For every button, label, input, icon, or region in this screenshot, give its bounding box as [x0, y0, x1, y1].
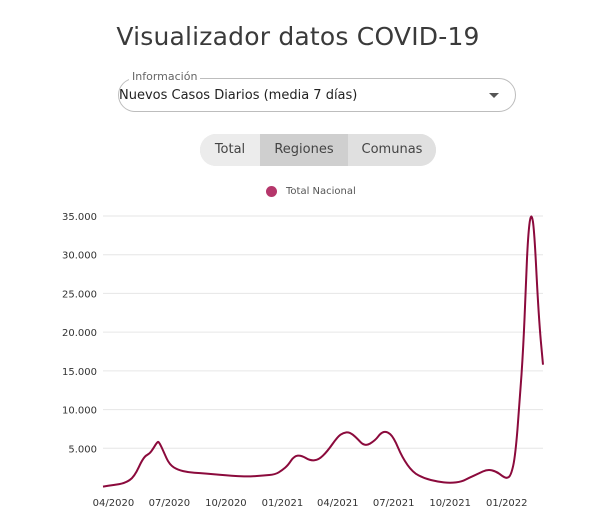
y-tick-label: 15.000 — [62, 367, 97, 378]
y-tick-label: 10.000 — [62, 406, 97, 417]
tab-comunas[interactable]: Comunas — [348, 134, 436, 166]
legend-dot-icon — [266, 186, 277, 197]
x-tick-label: 01/2021 — [262, 498, 304, 509]
y-tick-label: 35.000 — [62, 212, 97, 223]
cases-line-chart: 5.000 10.000 15.000 20.000 25.000 30.000 35.00… — [62, 212, 544, 509]
chart-legend[interactable]: Total Nacional — [266, 186, 356, 197]
x-tick-label: 04/2021 — [317, 498, 359, 509]
tab-total[interactable]: Total — [200, 134, 260, 166]
x-tick-label: 10/2020 — [205, 498, 247, 509]
x-tick-label: 01/2022 — [486, 498, 528, 509]
tab-regiones[interactable]: Regiones — [260, 134, 348, 166]
info-select-value: Nuevos Casos Diarios (media 7 días) — [119, 88, 358, 103]
page-title: Visualizador datos COVID-19 — [116, 22, 480, 51]
info-select-legend: Información — [129, 70, 201, 83]
series-line-total-nacional[interactable] — [102, 215, 544, 488]
view-tabs: Total Regiones Comunas — [200, 134, 436, 166]
y-tick-label: 20.000 — [62, 328, 97, 339]
y-tick-label: 30.000 — [62, 251, 97, 262]
legend-label: Total Nacional — [286, 186, 356, 197]
caret-down-icon[interactable] — [489, 93, 499, 98]
x-tick-label: 10/2021 — [429, 498, 471, 509]
x-tick-label: 07/2020 — [149, 498, 191, 509]
x-tick-label: 07/2021 — [373, 498, 415, 509]
x-tick-label: 04/2020 — [93, 498, 135, 509]
y-tick-label: 5.000 — [68, 444, 97, 455]
y-tick-label: 25.000 — [62, 289, 97, 300]
info-select[interactable]: Información Nuevos Casos Diarios (media … — [118, 70, 516, 112]
